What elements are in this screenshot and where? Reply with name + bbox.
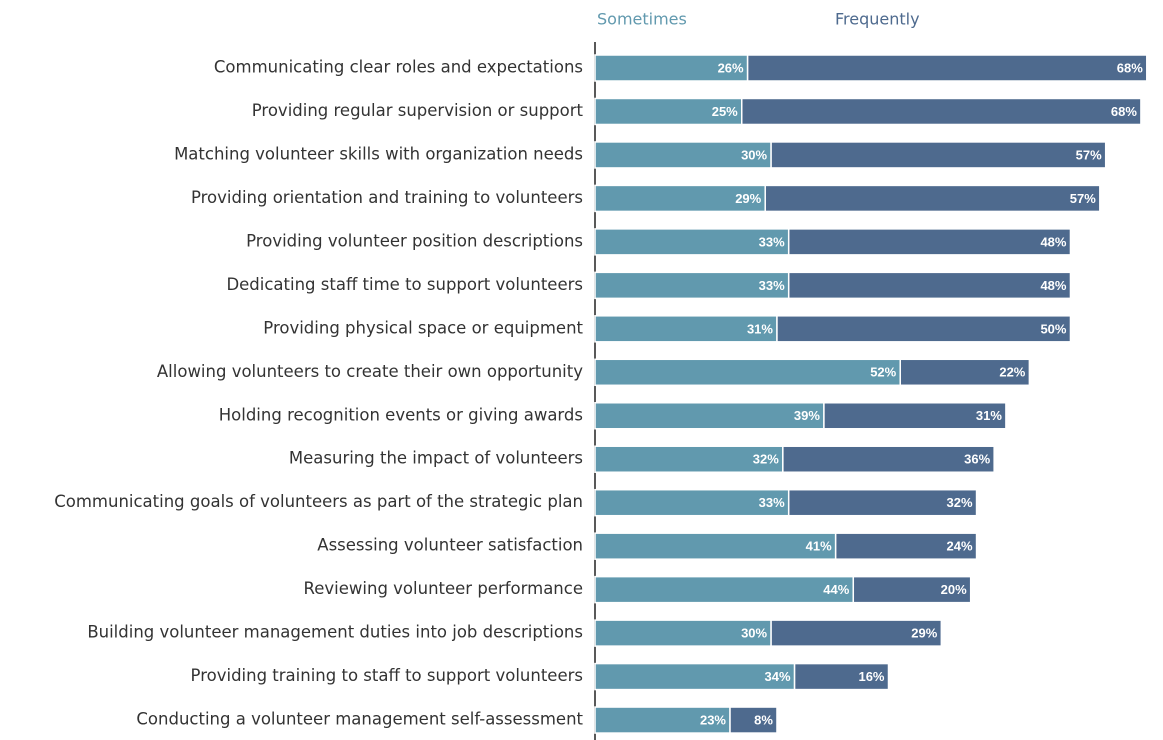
bar-segment bbox=[594, 358, 901, 387]
bar-segment bbox=[770, 619, 943, 647]
category-label: Providing regular supervision or support bbox=[252, 101, 584, 120]
value-label: 33% bbox=[759, 495, 785, 510]
bar-segment bbox=[594, 97, 743, 126]
bar-segment bbox=[741, 97, 1142, 126]
category-label: Measuring the impact of volunteers bbox=[289, 449, 583, 468]
bar-segment bbox=[782, 445, 995, 473]
bar-segment bbox=[787, 228, 1072, 256]
value-label: 25% bbox=[712, 104, 738, 119]
category-label: Assessing volunteer satisfaction bbox=[317, 536, 583, 555]
value-label: 29% bbox=[911, 626, 937, 641]
bar-segment bbox=[594, 619, 772, 647]
value-label: 39% bbox=[794, 408, 820, 423]
legend-label: Sometimes bbox=[597, 10, 687, 29]
category-label: Allowing volunteers to create their own … bbox=[157, 362, 583, 381]
bar-segment bbox=[594, 402, 825, 430]
value-label: 30% bbox=[741, 147, 767, 162]
value-label: 52% bbox=[870, 365, 896, 380]
value-label: 48% bbox=[1040, 234, 1066, 249]
value-label: 36% bbox=[964, 452, 990, 467]
bar-segment bbox=[594, 706, 731, 734]
category-label: Matching volunteer skills with organizat… bbox=[174, 144, 583, 163]
value-label: 68% bbox=[1117, 60, 1143, 75]
value-label: 24% bbox=[947, 539, 973, 554]
bar-segment bbox=[823, 402, 1007, 430]
category-label: Providing orientation and training to vo… bbox=[191, 188, 583, 207]
bar-segment bbox=[594, 575, 855, 604]
value-label: 8% bbox=[754, 712, 773, 727]
bar-segment bbox=[594, 662, 796, 691]
category-label: Holding recognition events or giving awa… bbox=[219, 405, 583, 424]
legend-label: Frequently bbox=[835, 10, 920, 29]
bar-segment bbox=[776, 315, 1072, 343]
value-label: 32% bbox=[753, 452, 779, 467]
bar-segment bbox=[729, 706, 778, 734]
bar-segment bbox=[852, 575, 972, 604]
value-label: 44% bbox=[823, 582, 849, 597]
category-label: Reviewing volunteer performance bbox=[304, 579, 583, 598]
category-label: Building volunteer management duties int… bbox=[87, 623, 583, 642]
value-label: 26% bbox=[718, 60, 744, 75]
category-label: Communicating clear roles and expectatio… bbox=[214, 58, 583, 77]
value-label: 57% bbox=[1070, 191, 1096, 206]
bar-segment bbox=[594, 488, 790, 517]
category-label: Dedicating staff time to support volunte… bbox=[226, 275, 583, 294]
category-label: Communicating goals of volunteers as par… bbox=[54, 492, 583, 511]
value-label: 22% bbox=[999, 365, 1025, 380]
bar-segment bbox=[834, 532, 978, 560]
bar-segment bbox=[594, 445, 784, 473]
value-label: 32% bbox=[947, 495, 973, 510]
category-label: Providing physical space or equipment bbox=[263, 318, 583, 337]
value-label: 29% bbox=[735, 191, 761, 206]
value-label: 68% bbox=[1111, 104, 1137, 119]
value-label: 31% bbox=[976, 408, 1002, 423]
value-label: 33% bbox=[759, 278, 785, 293]
value-label: 50% bbox=[1040, 321, 1066, 336]
value-label: 48% bbox=[1040, 278, 1066, 293]
bar-segment bbox=[787, 271, 1072, 300]
value-label: 20% bbox=[941, 582, 967, 597]
category-label: Providing training to staff to support v… bbox=[191, 666, 583, 685]
value-label: 30% bbox=[741, 626, 767, 641]
category-label: Conducting a volunteer management self-a… bbox=[136, 710, 583, 729]
bar-segment bbox=[594, 141, 772, 169]
category-label: Providing volunteer position description… bbox=[246, 231, 583, 250]
value-label: 41% bbox=[806, 539, 832, 554]
bar-segment bbox=[793, 662, 890, 691]
bar-segment bbox=[764, 184, 1101, 213]
bar-segment bbox=[594, 532, 837, 560]
value-label: 33% bbox=[759, 234, 785, 249]
bar-segment bbox=[787, 488, 978, 517]
bar-segment bbox=[899, 358, 1031, 387]
value-label: 57% bbox=[1076, 147, 1102, 162]
value-label: 23% bbox=[700, 712, 726, 727]
bar-segment bbox=[770, 141, 1107, 169]
bar-segment bbox=[746, 54, 1148, 82]
value-label: 34% bbox=[765, 669, 791, 684]
value-label: 31% bbox=[747, 321, 773, 336]
value-label: 16% bbox=[858, 669, 884, 684]
